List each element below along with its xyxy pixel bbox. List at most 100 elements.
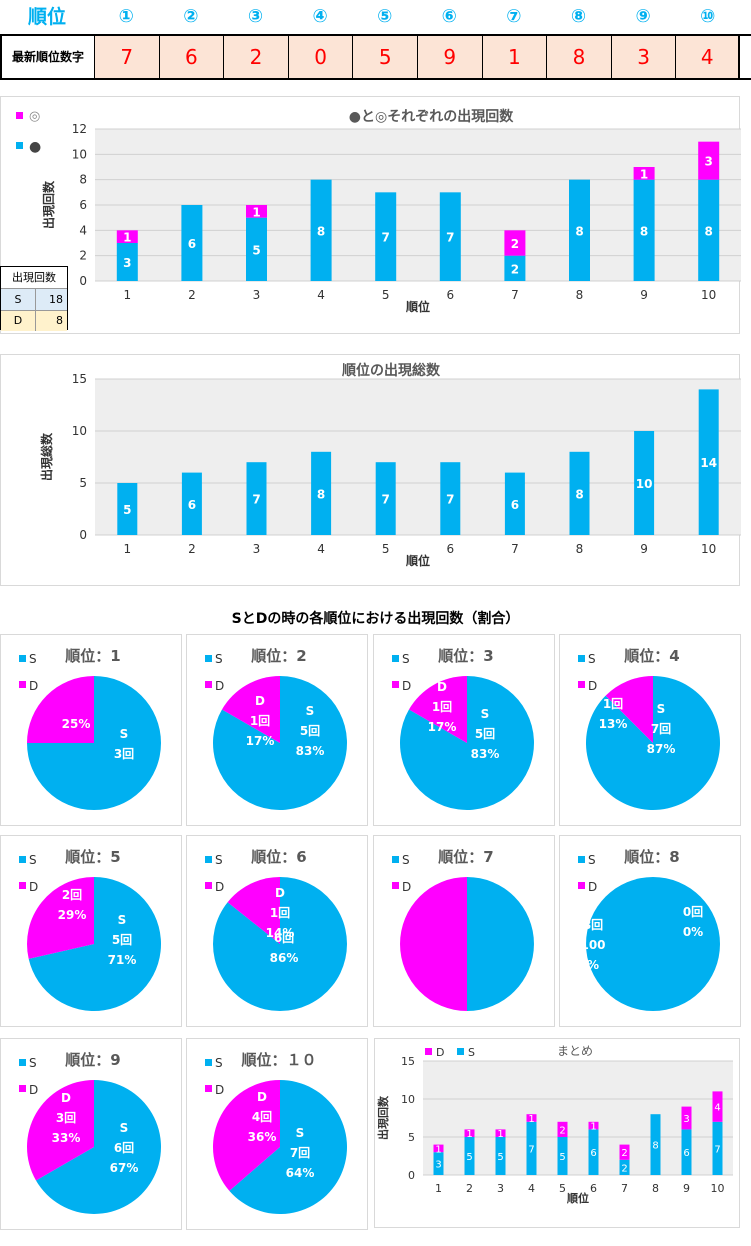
- pie-label-d: 1回: [250, 714, 270, 728]
- y-tick-label: 8: [79, 173, 87, 187]
- chart-title: まとめ: [557, 1044, 593, 1058]
- pie-label-d: 17%: [246, 734, 275, 748]
- legend-swatch-d: [392, 681, 399, 688]
- pie-label-s: S: [657, 702, 666, 716]
- chart1-panel: 0 2 4 6 8 10 12 1 2 3 4 5 6 7 8 9 10 3 1 6 5 1 8 7 7 2 2 8 8 1 8 3 ●と◎それ…: [0, 96, 741, 334]
- legend-label-d: D: [588, 880, 597, 894]
- count-row-d: D 8: [1, 311, 67, 331]
- legend-swatch-d: [205, 1085, 212, 1092]
- pie-label-s: S: [481, 707, 490, 721]
- bar-primary: [681, 1129, 692, 1175]
- pie-slice-s: [229, 1080, 347, 1214]
- count-row-s: S 18: [1, 289, 67, 311]
- pie-slice-s: [467, 877, 534, 1011]
- legend-swatch-s: [19, 1059, 26, 1066]
- pie-label-d: D: [255, 694, 265, 708]
- pie-panel-1: S D 順位：1 S 3回 25%: [0, 634, 182, 826]
- bar-primary: [181, 205, 203, 281]
- legend-swatch-s: [457, 1048, 464, 1055]
- pie-slice-s: [35, 1080, 161, 1214]
- data-label: 8: [652, 1141, 658, 1152]
- plot-area: [95, 379, 741, 535]
- y-tick-label: 2: [79, 249, 87, 263]
- x-tick-label: 3: [497, 1182, 504, 1195]
- data-label: 3: [435, 1160, 441, 1171]
- x-axis-label: 順位: [567, 1191, 589, 1205]
- data-label: 6: [188, 237, 196, 251]
- pie-slice-s: [586, 877, 720, 1011]
- plot-area: [423, 1061, 733, 1175]
- legend-swatch-s: [205, 655, 212, 662]
- bar-primary: [246, 462, 267, 535]
- data-label: 1: [123, 231, 131, 245]
- pie-label-s: %: [587, 958, 599, 972]
- pie-label-d: 17%: [428, 720, 457, 734]
- pie-label-s: 3回: [114, 747, 134, 761]
- legend-swatch-d: [19, 1085, 26, 1092]
- y-tick-label: 6: [79, 198, 87, 212]
- pie-label-d: 1回: [270, 906, 290, 920]
- bar-primary: [504, 255, 526, 281]
- data-label: 7: [714, 1144, 720, 1155]
- pie-label-d: 33%: [52, 1131, 81, 1145]
- pie-label-s: 8回: [583, 918, 603, 932]
- legend-label-d: D: [402, 679, 411, 693]
- pie-title: 順位：8: [623, 848, 679, 866]
- pie-slice-s: [212, 877, 347, 1011]
- count-row-s-label: S: [1, 289, 36, 310]
- data-label: 1: [497, 1129, 503, 1140]
- y-tick-label: 5: [408, 1131, 415, 1144]
- x-tick-label: 9: [640, 288, 648, 302]
- pie-svg-8: SD 順位：8 S 8回 100% 0回 0%: [578, 848, 720, 1011]
- bar-secondary: [526, 1114, 537, 1122]
- x-tick-label: 2: [188, 542, 196, 556]
- pie-title: 順位：2: [250, 647, 306, 665]
- y-axis-label: 出現総数: [39, 432, 54, 481]
- legend-label-s: S: [215, 652, 223, 666]
- legend-label-s: S: [468, 1046, 475, 1059]
- legend-swatch-d: [425, 1048, 432, 1055]
- data-label: 1: [640, 167, 648, 181]
- pie-title: 順位：9: [64, 1051, 120, 1069]
- latest-digit-5: 5: [352, 36, 417, 78]
- x-tick-label: 1: [123, 542, 131, 556]
- bar-primary: [712, 1121, 723, 1175]
- bar-primary: [116, 243, 138, 281]
- y-tick-label: 0: [408, 1169, 415, 1182]
- latest-digit-6: 9: [417, 36, 482, 78]
- pie-label-s: 67%: [110, 1161, 139, 1175]
- pie-label-d: D: [257, 1090, 267, 1104]
- legend-label-d: D: [29, 880, 38, 894]
- x-tick-label: 6: [446, 542, 454, 556]
- data-label: 8: [575, 487, 583, 501]
- x-tick-label: 7: [511, 542, 519, 556]
- pie-panel-2: S D 順位：2 S 5回 83% D 1回 17%: [186, 634, 368, 826]
- pie-label-s: 83%: [296, 744, 325, 758]
- x-tick-label: 1: [435, 1182, 442, 1195]
- position-header-6: ⑥: [441, 6, 457, 27]
- data-label: 2: [511, 262, 519, 276]
- x-tick-label: 4: [528, 1182, 535, 1195]
- pie-slice-d: [212, 1080, 280, 1191]
- legend-swatch-s: [19, 856, 26, 863]
- count-table: 出現回数 S 18 D 8: [0, 266, 68, 331]
- x-tick-label: 8: [576, 542, 584, 556]
- pie-title: 順位：4: [623, 647, 679, 665]
- pie-label-s: S: [118, 913, 127, 927]
- bar-primary: [433, 1152, 444, 1175]
- pie-label-d: 0%: [683, 925, 703, 939]
- data-label: 1: [590, 1122, 596, 1133]
- legend-label-s: S: [402, 853, 410, 867]
- latest-row: [0, 34, 751, 80]
- pie-panel-5: S D 順位：5 S 5回 71% 2回 29%: [0, 835, 182, 1027]
- data-label: 4: [714, 1103, 720, 1114]
- bar-secondary: [504, 230, 526, 256]
- bar-primary: [375, 462, 396, 535]
- bar-primary: [440, 462, 461, 535]
- y-tick-label: 10: [72, 147, 87, 161]
- latest-digit-4: 0: [287, 36, 353, 78]
- bar-secondary: [681, 1106, 692, 1130]
